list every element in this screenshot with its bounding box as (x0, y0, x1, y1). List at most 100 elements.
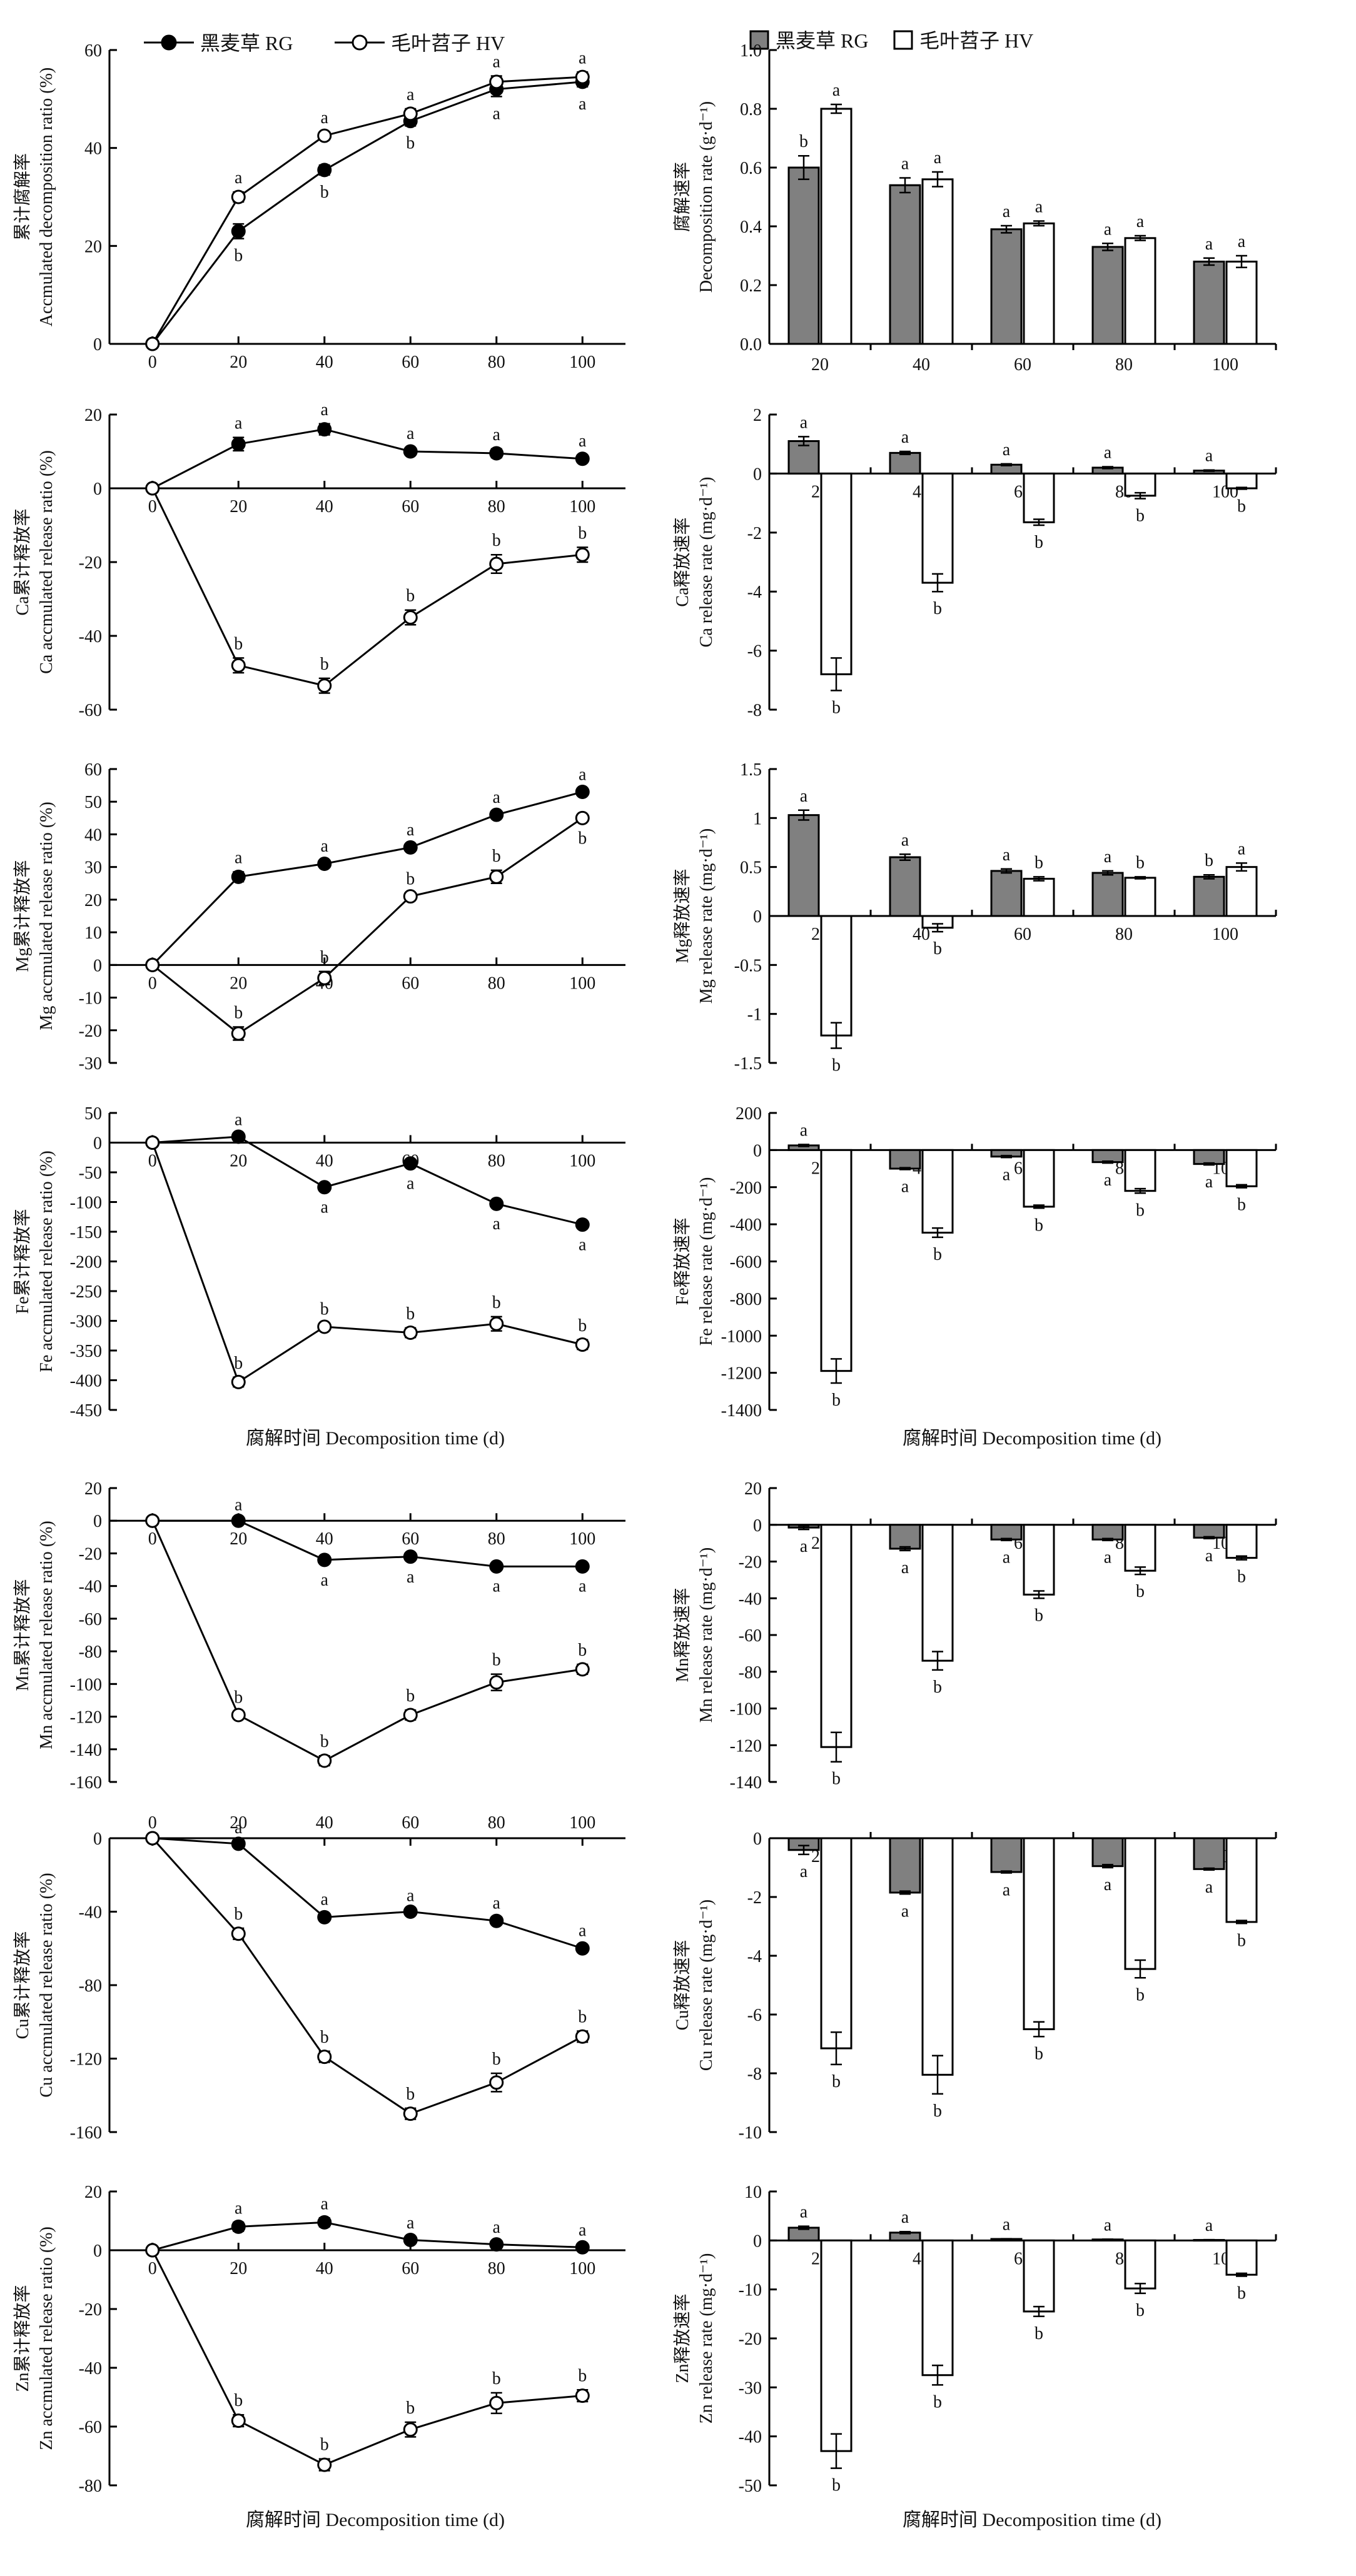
line-fe-cum-rg-point (317, 1180, 332, 1195)
line-zn-cum-rg-significance-letter: a (579, 2221, 587, 2240)
bar-zn-rate-hv-bar (921, 2239, 954, 2377)
bar-mg-rate-y-tick-label: -0.5 (734, 956, 762, 975)
line-decomp-cum-y-title-en: Accmulated decomposition ratio (%) (37, 68, 56, 326)
bar-fe-rate-y-tick-label: -400 (730, 1215, 762, 1235)
line-cu-cum-x-tick-label: 20 (230, 1813, 247, 1833)
line-ca-cum-rg-significance-letter: a (493, 425, 501, 445)
bar-zn-rate-y-title-cn: Zn释放速率 (672, 2293, 692, 2383)
panel-decomp-rate: 0.0 0.2 0.4 0.6 0.8 1.0 腐解速率 Decomposition rate… (672, 41, 1277, 375)
bar-fe-rate-y-tick-label: -800 (730, 1290, 762, 1309)
bar-fe-rate-y-tick-label: 0 (753, 1141, 762, 1160)
line-cu-cum-rg-point (317, 1909, 332, 1924)
line-decomp-cum-rg-significance-letter: b (320, 183, 329, 202)
bar-ca-rate-hv-significance-letter: b (1035, 533, 1043, 552)
line-mg-cum-rg-significance-letter: a (321, 837, 329, 856)
bar-cu-rate-y-tick-label: -2 (747, 1888, 762, 1908)
line-ca-cum-y-title-en: Ca accmulated release ratio (%) (37, 450, 56, 674)
legend-hv-label: 毛叶苕子 HV (391, 32, 505, 54)
line-cu-cum-hv-point (317, 2050, 332, 2065)
bar-ca-rate-hv-bar (1225, 472, 1258, 490)
bar-decomp-rate-y-tick-label: 0.2 (740, 276, 762, 296)
line-mn-cum-hv-significance-letter: b (492, 1651, 501, 1670)
line-mn-cum-y-title-en: Mn accmulated release ratio (%) (37, 1521, 56, 1749)
line-mn-cum-rg-point (231, 1513, 246, 1528)
bar-fe-rate-hv-bar (921, 1149, 954, 1234)
line-mg-cum-y-tick-label: 40 (84, 825, 102, 845)
bar-mg-rate-hv-bar (1023, 877, 1055, 917)
bar-fe-rate-hv-bar (1225, 1149, 1258, 1187)
line-zn-cum-rg-significance-letter: a (493, 2218, 501, 2237)
line-mn-cum-y-tick-label: -120 (70, 1708, 102, 1728)
bar-decomp-rate-hv-significance-letter: a (1238, 232, 1246, 251)
line-zn-cum-hv-point (317, 2457, 332, 2472)
bar-fe-rate-rg-bar (1193, 1149, 1225, 1165)
bar-decomp-rate-rg-significance-letter: b (799, 132, 808, 151)
bar-fe-rate-rg-significance-letter: a (1104, 1170, 1112, 1190)
bar-decomp-rate-rg-significance-letter: a (1104, 219, 1112, 239)
line-mn-cum-rg-series-line (152, 1519, 583, 1567)
bar-ca-rate-y-tick-label: 0 (753, 465, 762, 484)
line-fe-cum-rg-point (575, 1217, 590, 1232)
bar-zn-rate-rg-significance-letter: a (901, 2208, 909, 2227)
bar-mn-rate-rg-significance-letter: a (800, 1537, 808, 1556)
bar-cu-rate-y-tick-label: -6 (747, 2006, 762, 2025)
bar-zn-rate-hv-significance-letter: b (1136, 2301, 1145, 2320)
line-decomp-cum-x-tick-label: 20 (230, 353, 247, 372)
line-decomp-cum-rg-significance-letter: a (493, 104, 501, 123)
line-decomp-cum-rg-series-line (151, 81, 583, 345)
line-mn-cum-hv-significance-letter: b (320, 1732, 329, 1751)
bar-mg-rate-rg-bar (1091, 872, 1124, 917)
line-mg-cum-y-tick-label: -10 (79, 989, 102, 1009)
legend-hv-bar-label: 毛叶苕子 HV (919, 29, 1033, 52)
bar-decomp-rate-x-tick-label: 40 (913, 355, 930, 375)
line-ca-cum-rg-significance-letter: a (235, 414, 243, 433)
line-mn-cum-y-tick-label: -60 (79, 1610, 102, 1629)
bar-decomp-rate-hv-bar (820, 108, 853, 345)
legend-bar-panel: 黑麦草 RG 毛叶苕子 HV (749, 29, 1033, 52)
bar-mg-rate-hv-bar (820, 915, 853, 1037)
line-cu-cum-hv-point (403, 2106, 418, 2121)
panel-cu-rate: -10 -8 -6 -4 -2 0 Cu释放速率 Cu release rate (mg·d⁻… (672, 1829, 1277, 2143)
bar-zn-rate-hv-bar (1124, 2239, 1156, 2290)
bar-ca-rate-rg-significance-letter: a (1003, 440, 1011, 460)
line-decomp-cum-y-title-cn: 累计腐解率 (13, 153, 33, 241)
line-zn-cum-x-tick-label: 20 (230, 2259, 247, 2278)
line-fe-cum-hv-significance-letter: b (578, 1316, 587, 1336)
bar-decomp-rate-rg-significance-letter: a (1205, 234, 1213, 254)
bar-mn-rate-y-tick-label: -80 (739, 1663, 762, 1683)
bar-mg-rate-hv-significance-letter: b (933, 939, 942, 958)
line-mn-cum-rg-significance-letter: a (407, 1567, 415, 1587)
bar-decomp-rate-rg-bar (1193, 260, 1225, 345)
bar-fe-rate-y-tick-label: -1000 (721, 1327, 762, 1346)
line-mn-cum-rg-significance-letter: a (235, 1496, 243, 1515)
bar-decomp-rate-rg-significance-letter: a (1003, 202, 1011, 221)
bar-fe-rate-rg-bar (889, 1149, 921, 1170)
bar-mn-rate-hv-significance-letter: b (933, 1678, 942, 1697)
bar-fe-rate-hv-bar (820, 1149, 853, 1372)
bar-mg-rate-rg-significance-letter: a (901, 830, 909, 850)
bar-fe-rate-hv-significance-letter: b (1237, 1195, 1246, 1215)
line-decomp-cum-hv-series-line (151, 76, 583, 345)
bar-decomp-rate-hv-bar (1124, 237, 1156, 345)
line-fe-cum-hv-point (317, 1319, 332, 1334)
bar-mg-rate-rg-significance-letter: b (1205, 851, 1213, 870)
line-ca-cum-hv-point (145, 481, 160, 496)
line-fe-cum-y-tick-label: -250 (70, 1282, 102, 1302)
line-fe-cum-hv-significance-letter: b (320, 1299, 329, 1319)
line-cu-cum-rg-significance-letter: a (493, 1893, 501, 1913)
line-zn-cum-rg-point (403, 2233, 418, 2248)
bar-cu-rate-hv-significance-letter: b (832, 2072, 841, 2091)
line-mn-cum-rg-point (575, 1559, 590, 1574)
line-cu-cum-rg-significance-letter: a (321, 1889, 329, 1909)
line-cu-cum-hv-significance-letter: b (320, 2028, 329, 2047)
bar-mn-rate-y-tick-label: -100 (730, 1700, 762, 1719)
line-cu-cum-rg-significance-letter: a (407, 1886, 415, 1906)
bar-zn-rate-y-tick-label: -30 (739, 2378, 762, 2398)
bar-mn-rate-hv-significance-letter: b (1035, 1606, 1043, 1625)
panel-mn-rate: -140 -120 -100 -80 -60 -40 -20 0 20 Mn释放速率 Mn rele… (672, 1479, 1277, 1793)
line-fe-cum-hv-point (145, 1135, 160, 1150)
line-mg-cum-x-tick-label: 60 (402, 974, 419, 993)
line-zn-cum-x-tick-label: 0 (148, 2259, 157, 2278)
